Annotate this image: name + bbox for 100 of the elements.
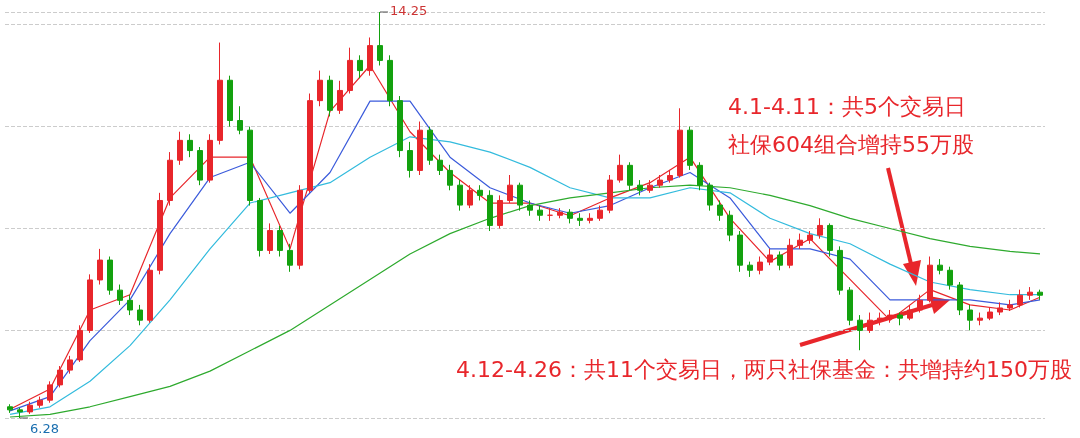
candlestick xyxy=(87,273,93,334)
candlestick xyxy=(537,205,543,222)
candlestick xyxy=(677,107,683,179)
candlestick xyxy=(977,312,983,326)
candlestick xyxy=(407,141,413,179)
candlestick xyxy=(737,230,743,273)
candlestick xyxy=(747,261,753,278)
candlestick xyxy=(1027,286,1033,301)
annotation: 社保604组合增持55万股 xyxy=(728,131,974,157)
candlestick xyxy=(557,207,563,219)
candlestick xyxy=(267,222,273,255)
candlestick xyxy=(967,304,973,331)
candlestick xyxy=(37,396,43,409)
candlestick xyxy=(847,286,853,326)
candlestick xyxy=(617,154,623,184)
candlestick xyxy=(927,256,933,303)
candlestick xyxy=(27,401,33,415)
candlestick xyxy=(97,248,103,286)
candlestick xyxy=(877,312,883,326)
candlestick xyxy=(7,403,13,414)
candlestick xyxy=(957,281,963,316)
candlestick xyxy=(1017,289,1023,308)
candlestick xyxy=(197,146,203,186)
candlestick xyxy=(857,314,863,351)
candlestick xyxy=(987,306,993,321)
candlestick xyxy=(547,207,553,222)
candlestick xyxy=(377,11,383,66)
candlestick xyxy=(337,80,343,115)
candlestick xyxy=(517,182,523,212)
candlestick xyxy=(587,212,593,224)
candlestick xyxy=(67,355,73,375)
text: 6.28 xyxy=(30,421,59,436)
candlestick xyxy=(227,75,233,128)
candlestick xyxy=(447,164,453,191)
candlestick xyxy=(417,121,423,176)
candlestick xyxy=(997,301,1003,316)
candlestick xyxy=(427,126,433,166)
candlestick xyxy=(317,70,323,107)
candlestick xyxy=(897,312,903,326)
candlestick xyxy=(307,93,313,194)
candlestick xyxy=(397,95,403,158)
candlestick xyxy=(797,233,803,250)
candlestick xyxy=(607,174,613,214)
candlestick xyxy=(637,179,643,196)
candlestick xyxy=(167,151,173,207)
candlestick xyxy=(127,294,133,316)
candlestick xyxy=(217,42,223,145)
candlestick xyxy=(527,199,533,217)
candlestick xyxy=(157,192,163,275)
candlestick xyxy=(257,197,263,258)
candlestick xyxy=(1007,299,1013,312)
candlestick xyxy=(597,205,603,222)
candlestick xyxy=(137,304,143,326)
candlestick xyxy=(717,199,723,222)
candlestick xyxy=(247,126,253,207)
candlestick xyxy=(57,365,63,388)
candlestick xyxy=(817,217,823,240)
candlestick xyxy=(117,284,123,306)
candlestick xyxy=(47,380,53,404)
candlestick xyxy=(287,243,293,273)
annotation: 4.1-4.11：共5个交易日 xyxy=(728,93,966,119)
candlestick xyxy=(667,169,673,184)
candlestick xyxy=(707,182,713,212)
candlestick xyxy=(947,266,953,291)
candlestick xyxy=(767,248,773,266)
candlestick xyxy=(507,174,513,204)
candlestick xyxy=(757,256,763,275)
candlestick xyxy=(107,256,113,296)
candlestick xyxy=(387,54,393,107)
candlestick xyxy=(647,179,653,194)
candlestick xyxy=(807,230,813,245)
candlestick xyxy=(177,131,183,166)
candlestick xyxy=(837,245,843,296)
candlestick xyxy=(907,304,913,321)
candlestick xyxy=(777,250,783,271)
candlestick xyxy=(627,161,633,191)
annotation: 14.25 xyxy=(390,3,428,18)
candlestick xyxy=(457,179,463,212)
candlestick xyxy=(297,184,303,270)
candlestick xyxy=(277,225,283,258)
candlestick xyxy=(687,126,693,171)
candlestick xyxy=(17,407,23,419)
annotation: 4.12-4.26：共11个交易日，两只社保基金：共增持约150万股 xyxy=(456,356,1073,382)
candlestick xyxy=(357,54,363,79)
candlestick xyxy=(497,194,503,229)
candlestick xyxy=(697,161,703,191)
candlestick xyxy=(467,184,473,209)
candlestick xyxy=(867,312,873,334)
candlestick xyxy=(937,258,943,275)
candlestick xyxy=(477,184,483,201)
candlestick xyxy=(237,105,243,135)
candlestick xyxy=(657,174,663,189)
candlestick xyxy=(727,210,733,242)
candlestick xyxy=(187,133,193,158)
candlestick xyxy=(917,294,923,314)
candlestick xyxy=(437,154,443,176)
candlestick xyxy=(577,212,583,227)
candlestick xyxy=(487,189,493,232)
candlestick xyxy=(787,238,793,269)
candlestick xyxy=(567,208,573,224)
